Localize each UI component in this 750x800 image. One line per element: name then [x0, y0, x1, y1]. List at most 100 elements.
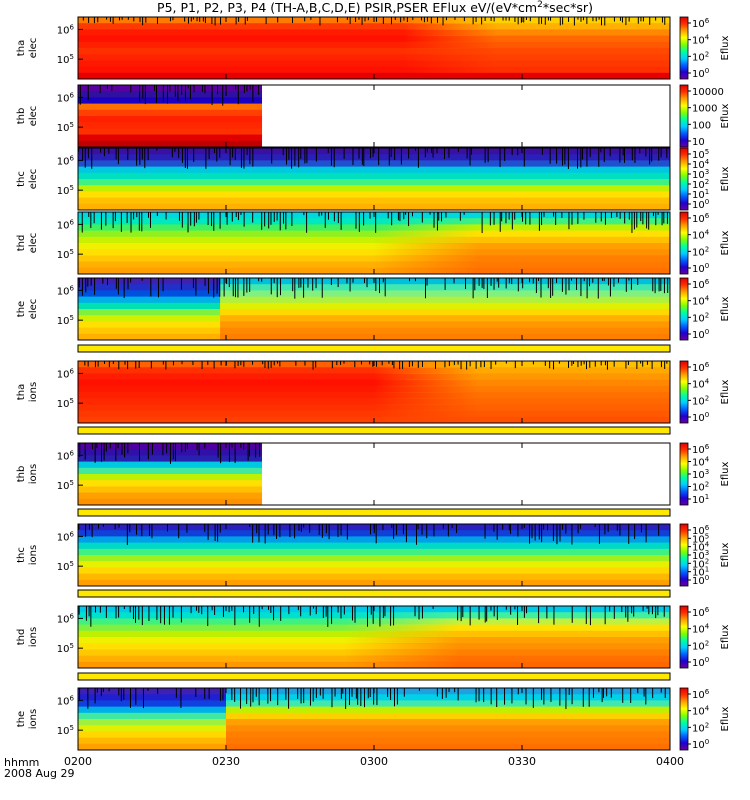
speckle-mark: [216, 278, 218, 294]
spectrum-band: [78, 309, 221, 316]
speckle-mark: [508, 524, 510, 531]
colorbar-tick-label: 106: [692, 17, 710, 30]
speckle-mark: [628, 524, 630, 544]
speckle-mark: [588, 688, 590, 707]
speckle-mark: [201, 85, 203, 92]
speckle-mark: [84, 361, 86, 366]
speckle-mark: [465, 278, 467, 290]
speckle-mark: [624, 212, 626, 224]
speckle-mark: [501, 212, 503, 222]
speckle-mark: [150, 361, 152, 369]
spectrum-band: [78, 719, 227, 726]
speckle-mark: [252, 85, 254, 102]
speckle-mark: [393, 606, 395, 626]
spectrum-blend: [374, 373, 670, 381]
spectrum-blend: [374, 404, 670, 412]
spectrum-blend: [344, 637, 670, 644]
speckle-mark: [633, 606, 635, 617]
speckle-mark: [460, 361, 462, 370]
spectrum-blend: [403, 60, 670, 68]
speckle-mark: [304, 361, 306, 366]
speckle-mark: [514, 212, 516, 220]
speckle-mark: [156, 606, 158, 620]
speckle-mark: [90, 606, 92, 627]
speckle-mark: [231, 606, 233, 611]
y-tick-label: 105: [57, 53, 74, 66]
speckle-mark: [462, 606, 464, 618]
cb-tick-base: 10: [692, 658, 705, 669]
speckle-mark: [604, 361, 606, 366]
speckle-mark: [478, 688, 480, 702]
speckle-mark: [444, 278, 446, 290]
cb-tick-exp: 2: [705, 721, 709, 729]
speckle-mark: [529, 17, 531, 22]
speckle-mark: [496, 606, 498, 620]
speckle-mark: [118, 606, 120, 618]
speckle-mark: [81, 212, 83, 233]
speckle-mark: [583, 278, 585, 282]
speckle-mark: [321, 212, 323, 216]
y-tick-label: 106: [57, 530, 75, 543]
cb-tick-exp: 2: [705, 311, 709, 319]
spectrum-band: [78, 296, 221, 304]
speckle-mark: [402, 524, 404, 534]
speckle-mark: [622, 148, 624, 156]
spectrum-band: [220, 327, 671, 335]
speckle-mark: [219, 212, 221, 229]
speckle-mark: [247, 443, 249, 461]
speckle-mark: [355, 688, 357, 699]
spectrum-band: [78, 725, 227, 732]
speckle-mark: [493, 278, 495, 290]
speckle-mark: [135, 524, 137, 535]
speckle-mark: [312, 606, 314, 609]
speckle-mark: [652, 688, 654, 699]
speckle-mark: [603, 688, 605, 698]
spectrum-band: [226, 725, 671, 732]
speckle-mark: [93, 212, 95, 224]
speckle-mark: [276, 524, 278, 540]
cb-tick-exp: 4: [705, 34, 710, 42]
y-tick-exp: 5: [70, 560, 74, 568]
panel-species-label: elec: [28, 169, 39, 190]
speckle-mark: [106, 85, 108, 90]
speckle-mark: [634, 148, 636, 164]
y-tick-base: 10: [57, 55, 70, 66]
speckle-mark: [421, 212, 423, 223]
speckle-mark: [279, 212, 281, 231]
speckle-mark: [136, 212, 138, 218]
speckle-mark: [631, 212, 633, 233]
speckle-mark: [609, 606, 611, 612]
speckle-mark: [103, 443, 105, 461]
spectrum-blend: [344, 661, 670, 669]
speckle-mark: [249, 148, 251, 165]
speckle-mark: [315, 361, 317, 368]
speckle-mark: [558, 361, 560, 364]
speckle-mark: [286, 148, 288, 165]
speckle-mark: [204, 443, 206, 449]
spectrum-band: [78, 321, 221, 329]
speckle-mark: [541, 148, 543, 155]
spectrum-band: [78, 542, 671, 550]
y-tick-base: 10: [57, 644, 70, 655]
speckle-mark: [603, 278, 605, 282]
speckle-mark: [123, 278, 125, 299]
speckle-mark: [228, 606, 230, 613]
speckle-mark: [340, 688, 342, 699]
speckle-mark: [624, 148, 626, 163]
speckle-mark: [273, 606, 275, 621]
speckle-mark: [414, 606, 416, 617]
speckle-mark: [666, 148, 668, 158]
speckle-mark: [156, 148, 158, 151]
y-tick-label: 106: [57, 284, 75, 297]
speckle-mark: [372, 361, 374, 367]
speckle-mark: [580, 361, 582, 366]
speckle-mark: [129, 524, 131, 533]
y-tick-base: 10: [57, 316, 70, 327]
speckle-mark: [240, 688, 242, 709]
speckle-mark: [666, 212, 668, 224]
speckle-mark: [576, 278, 578, 290]
speckle-mark: [396, 688, 398, 705]
speckle-mark: [433, 212, 435, 228]
y-tick-exp: 6: [70, 367, 75, 375]
spectrum-band: [220, 290, 671, 298]
